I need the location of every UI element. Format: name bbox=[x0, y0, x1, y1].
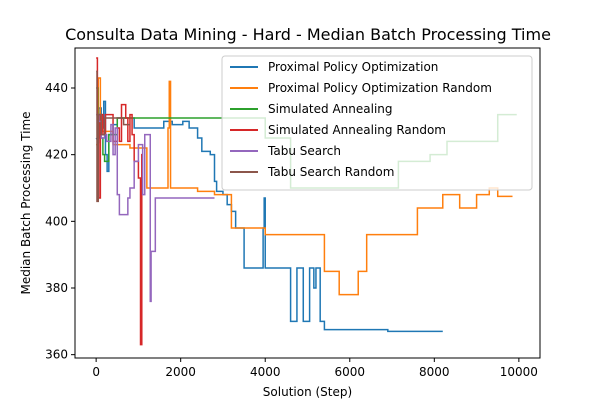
x-tick-label: 10000 bbox=[500, 365, 538, 379]
legend-label-1: Proximal Policy Optimization bbox=[268, 60, 438, 74]
x-tick-label: 2000 bbox=[165, 365, 196, 379]
axis-ticks: 0 2000 4000 6000 8000 10000 360 380 400 420 440 bbox=[45, 81, 538, 379]
y-tick-label: 380 bbox=[45, 281, 68, 295]
y-tick-label: 400 bbox=[45, 214, 68, 228]
series-line-6 bbox=[96, 70, 130, 203]
x-tick-label: 0 bbox=[92, 365, 100, 379]
axes-frame bbox=[74, 47, 541, 359]
x-tick-label: 4000 bbox=[250, 365, 281, 379]
y-tick-label: 420 bbox=[45, 148, 68, 162]
plot-area bbox=[95, 57, 517, 346]
legend-label-3: Simulated Annealing bbox=[268, 102, 393, 116]
legend-label-6: Tabu Search Random bbox=[267, 165, 394, 179]
series-line-4 bbox=[96, 57, 143, 346]
chart-title: Consulta Data Mining - Hard - Median Bat… bbox=[65, 25, 551, 44]
legend-label-5: Tabu Search bbox=[267, 144, 341, 158]
x-tick-label: 8000 bbox=[419, 365, 450, 379]
y-tick-label: 440 bbox=[45, 81, 68, 95]
y-axis-title: Median Batch Processing Time bbox=[19, 111, 33, 294]
legend-label-2: Proximal Policy Optimization Random bbox=[268, 81, 492, 95]
legend: Proximal Policy Optimization Proximal Pol… bbox=[221, 55, 533, 191]
x-axis-title: Solution (Step) bbox=[263, 385, 352, 399]
legend-box bbox=[221, 55, 533, 191]
legend-label-4: Simulated Annealing Random bbox=[268, 123, 446, 137]
y-tick-label: 360 bbox=[45, 348, 68, 362]
x-tick-label: 6000 bbox=[334, 365, 365, 379]
